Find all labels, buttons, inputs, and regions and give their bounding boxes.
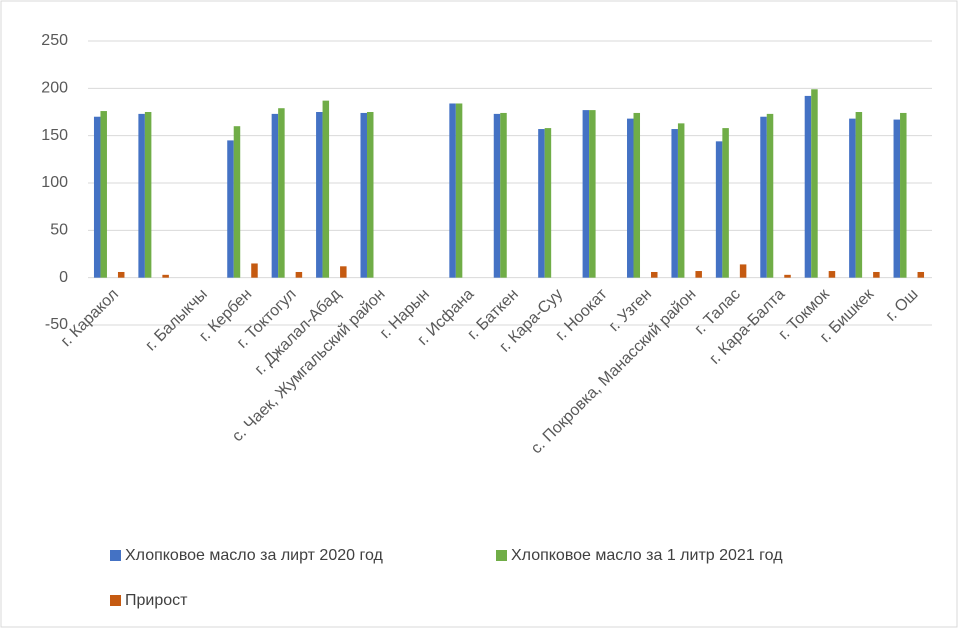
- bar: [849, 118, 856, 278]
- bar: [760, 116, 767, 278]
- bar: [873, 271, 880, 278]
- bar: [295, 271, 303, 278]
- bar: [251, 263, 258, 278]
- bar: [695, 271, 702, 278]
- bar: [366, 112, 374, 278]
- legend-swatch: [110, 550, 121, 561]
- bar: [322, 100, 330, 278]
- bar: [227, 140, 234, 278]
- bar: [493, 113, 501, 278]
- bar: [739, 264, 747, 278]
- bar: [766, 113, 774, 278]
- bar: [340, 266, 347, 278]
- y-tick-label: 100: [41, 174, 68, 191]
- bar: [360, 112, 367, 278]
- y-tick-label: -50: [45, 316, 68, 333]
- bar: [715, 141, 723, 278]
- legend-swatch: [110, 595, 121, 606]
- bar: [900, 112, 907, 278]
- bar: [93, 116, 101, 278]
- bar: [449, 103, 456, 278]
- y-tick-label: 0: [59, 269, 68, 286]
- bar: [582, 110, 590, 278]
- bar: [316, 112, 323, 278]
- bar: [117, 271, 125, 278]
- bar: [144, 112, 152, 278]
- y-tick-label: 250: [41, 32, 68, 49]
- bar: [811, 89, 818, 278]
- bar: [278, 108, 285, 278]
- bar: [671, 129, 678, 278]
- legend-swatch: [496, 550, 507, 561]
- bar: [633, 112, 641, 278]
- bar: [138, 113, 145, 278]
- y-tick-label: 50: [50, 222, 68, 239]
- bar: [855, 112, 863, 278]
- bar: [100, 111, 107, 278]
- bar: [804, 95, 812, 278]
- legend-label: Хлопковое масло за лирт 2020 год: [125, 547, 383, 564]
- bar: [784, 274, 791, 278]
- legend-label: Прирост: [125, 592, 188, 609]
- bar: [500, 112, 507, 278]
- bar: [828, 271, 836, 278]
- bar: [589, 110, 596, 278]
- legend-label: Хлопковое масло за 1 литр 2021 год: [511, 547, 783, 564]
- bar: [677, 123, 685, 278]
- bar: [538, 129, 545, 278]
- bar: [162, 274, 169, 278]
- bar: [271, 113, 279, 278]
- bar: [722, 128, 729, 278]
- bar: [233, 126, 241, 278]
- bar: [627, 118, 634, 278]
- bar: [455, 103, 463, 278]
- bar: [651, 271, 658, 278]
- y-tick-label: 200: [41, 80, 68, 97]
- bar: [893, 119, 901, 278]
- bar: [544, 128, 552, 278]
- y-tick-label: 150: [41, 127, 68, 144]
- bar: [917, 271, 925, 278]
